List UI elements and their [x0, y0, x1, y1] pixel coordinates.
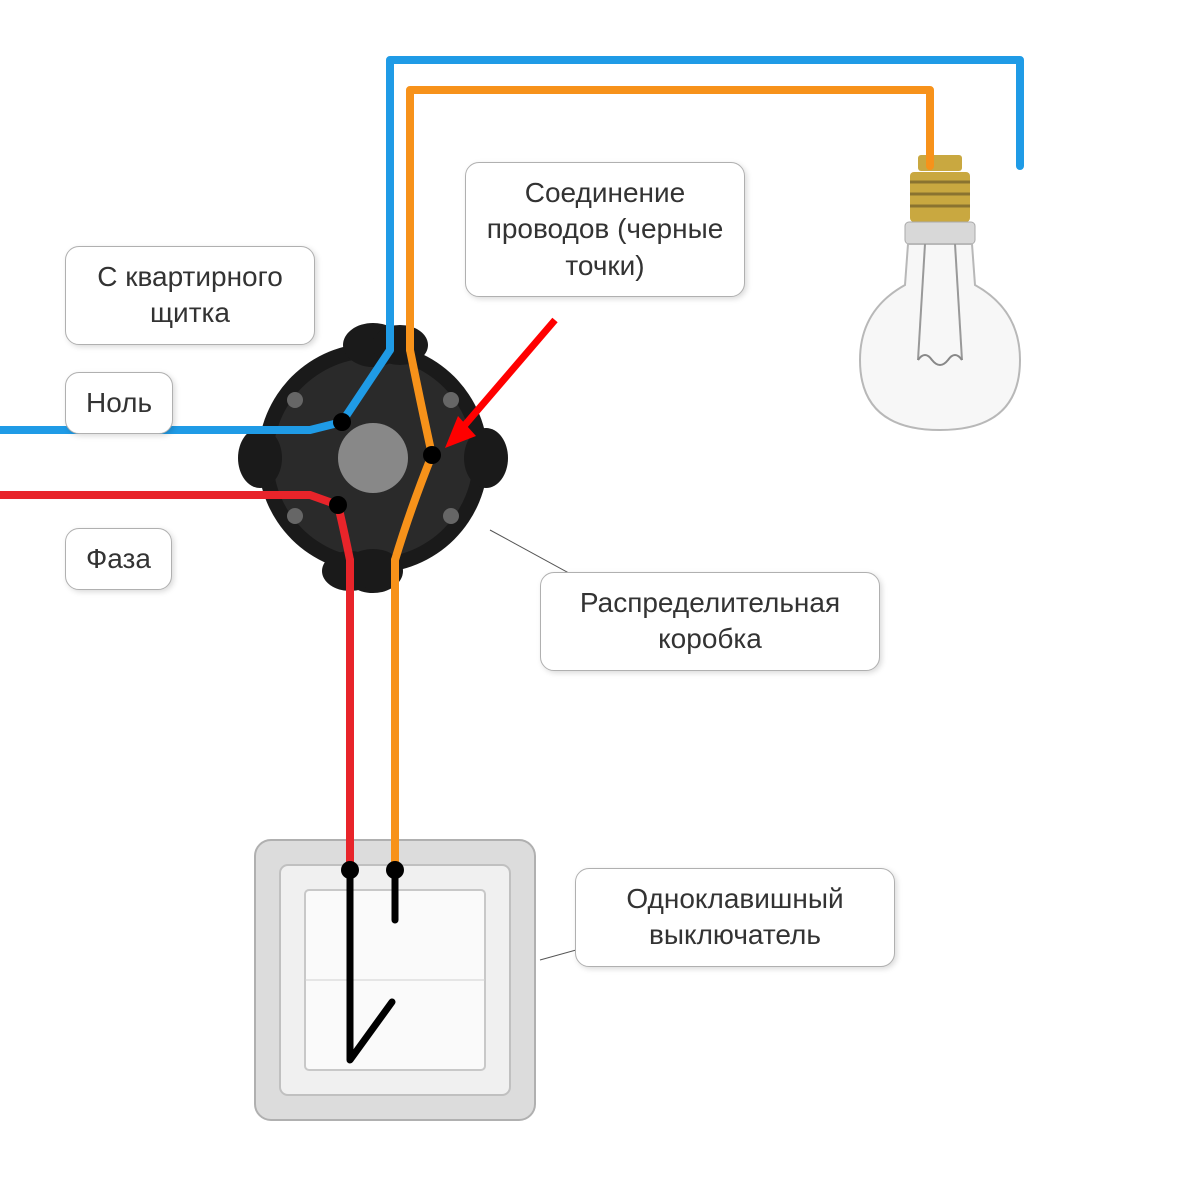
- label-junction-box: Распределительная коробка: [540, 572, 880, 671]
- connection-points: [329, 413, 441, 879]
- label-phase: Фаза: [65, 528, 172, 590]
- junction-box-icon: [238, 323, 508, 593]
- label-panel: С квартирного щитка: [65, 246, 315, 345]
- light-bulb-icon: [860, 155, 1020, 430]
- label-switch: Одноклавишный выключатель: [575, 868, 895, 967]
- phase-wire: [0, 495, 350, 870]
- arrow-icon: [445, 320, 555, 448]
- label-neutral: Ноль: [65, 372, 173, 434]
- label-connection: Соединение проводов (черные точки): [465, 162, 745, 297]
- switch-icon: [255, 840, 535, 1120]
- switch-symbol: [350, 870, 395, 1060]
